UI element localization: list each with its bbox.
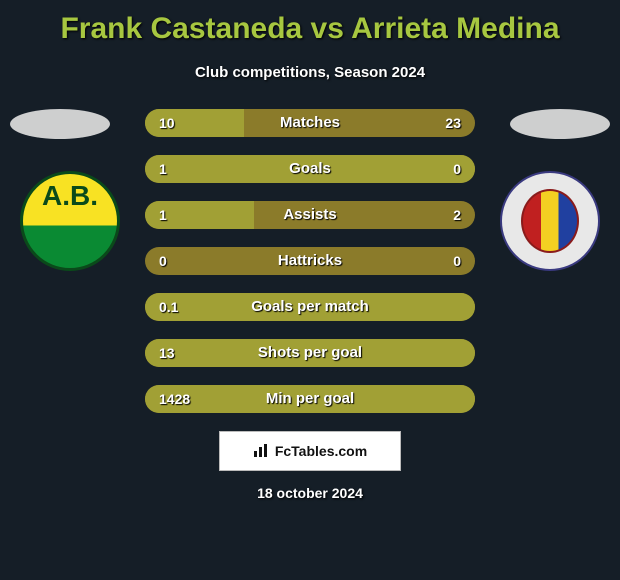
stat-label: Hattricks: [145, 247, 475, 275]
club-crest-right: [500, 171, 600, 271]
stat-label: Min per goal: [145, 385, 475, 413]
page-title: Frank Castaneda vs Arrieta Medina: [0, 0, 620, 46]
date-text: 18 october 2024: [0, 485, 620, 501]
stat-label: Shots per goal: [145, 339, 475, 367]
stat-label: Assists: [145, 201, 475, 229]
source-badge: FcTables.com: [219, 431, 401, 471]
player-photo-left: [10, 109, 110, 139]
player-photo-right: [510, 109, 610, 139]
source-badge-text: FcTables.com: [275, 443, 367, 459]
stat-bar: 13Shots per goal: [145, 339, 475, 367]
stat-label: Goals per match: [145, 293, 475, 321]
stat-bar: 10Goals: [145, 155, 475, 183]
stat-bars: 1023Matches 10Goals 12Assists 00Hattricks 0.…: [145, 101, 475, 413]
stat-bar: 00Hattricks: [145, 247, 475, 275]
stat-bar: 1428Min per goal: [145, 385, 475, 413]
stat-label: Matches: [145, 109, 475, 137]
stat-label: Goals: [145, 155, 475, 183]
stat-bar: 1023Matches: [145, 109, 475, 137]
comparison-panel: A.B. 1023Matches 10Goals 12Assists 00Hattri…: [0, 101, 620, 413]
chart-icon: [253, 442, 269, 461]
stat-bar: 0.1Goals per match: [145, 293, 475, 321]
stat-bar: 12Assists: [145, 201, 475, 229]
club-crest-right-inner: [521, 189, 579, 253]
subtitle: Club competitions, Season 2024: [0, 64, 620, 81]
club-crest-left-text: A.B.: [42, 180, 98, 212]
club-crest-left: A.B.: [20, 171, 120, 271]
